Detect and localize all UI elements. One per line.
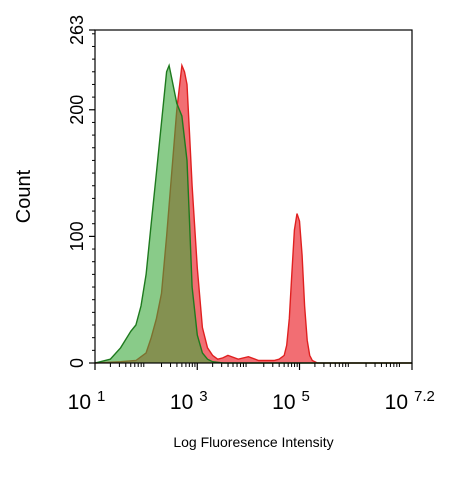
y-axis-title: Count bbox=[13, 169, 35, 223]
x-tick-label-exponent: 5 bbox=[302, 388, 310, 405]
histogram-series-2-area bbox=[95, 65, 412, 363]
x-tick-label-base: 10 bbox=[170, 391, 193, 414]
plot-frame bbox=[94, 29, 413, 364]
y-tick-label: 0 bbox=[67, 358, 87, 368]
x-tick-label-exponent: 7.2 bbox=[414, 388, 435, 405]
y-tick-label: 200 bbox=[67, 95, 87, 125]
x-tick-label-base: 10 bbox=[272, 391, 295, 414]
x-tick-label-base: 10 bbox=[68, 391, 91, 414]
x-tick-label-base: 10 bbox=[385, 391, 408, 414]
x-tick-label-exponent: 3 bbox=[199, 388, 207, 405]
y-tick-label: 100 bbox=[67, 221, 87, 251]
histogram-series-2-line bbox=[94, 63, 412, 364]
x-axis-title: Log Fluoresence Intensity bbox=[173, 434, 333, 450]
x-tick-label-exponent: 1 bbox=[97, 388, 105, 405]
y-tick-label: 263 bbox=[67, 15, 87, 45]
